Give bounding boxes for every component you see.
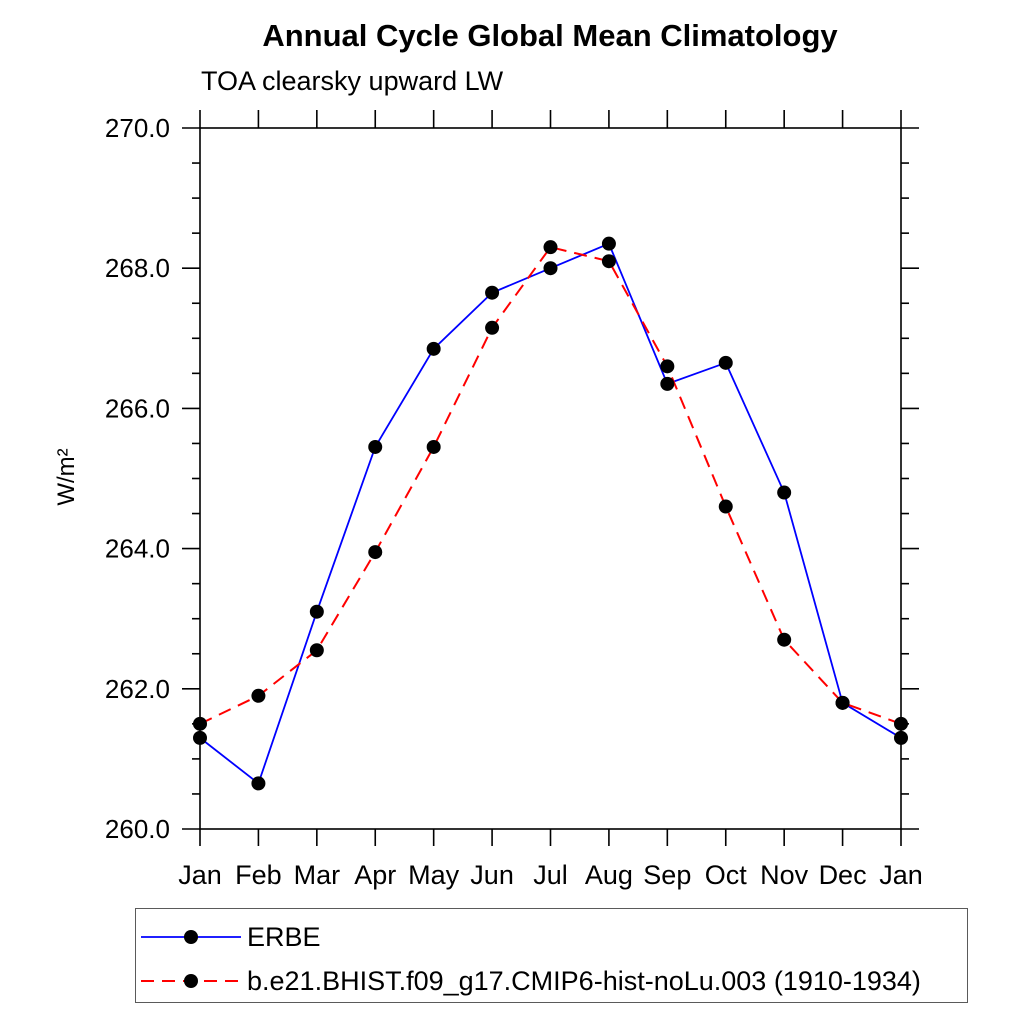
series-markers-0 [193,236,908,791]
x-tick-label: May [408,860,460,890]
x-tick-label: Jan [178,860,222,890]
x-tick-labels: Jan Feb Mar Apr May Jun Jul Aug Sep Oct Nov Dec Jan [178,860,923,890]
y-tick-label: 270.0 [105,113,170,143]
x-tick-label: Jun [470,860,514,890]
y-tick-label: 262.0 [105,674,170,704]
legend-label-erbe: ERBE [247,921,321,952]
legend-label-model: b.e21.BHIST.f09_g17.CMIP6-hist-noLu.003 … [247,965,921,996]
y-tick-label: 264.0 [105,534,170,564]
legend-sample-erbe-line [141,930,241,944]
y-tick-labels: 260.0 262.0 264.0 266.0 268.0 270.0 [105,113,170,844]
x-tick-label: Nov [760,860,809,890]
plot-frame [199,127,902,830]
y-tick-label: 268.0 [105,253,170,283]
y-tick-label: 266.0 [105,393,170,423]
y-tick-label: 260.0 [105,814,170,844]
x-tick-label: Jan [879,860,923,890]
legend-box: ERBE b.e21.BHIST.f09_g17.CMIP6-hist-noLu… [135,908,968,1003]
series-line-0 [199,242,902,785]
series-markers-1 [193,240,908,731]
legend-sample-model-line [141,974,241,988]
legend-row-model: b.e21.BHIST.f09_g17.CMIP6-hist-noLu.003 … [139,959,967,1003]
x-tick-label: Feb [235,860,282,890]
x-tick-label: Oct [705,860,748,890]
x-tick-label: Jul [533,860,568,890]
chart-title: Annual Cycle Global Mean Climatology [262,18,838,53]
x-tick-label: Sep [643,860,691,890]
series-line-1 [199,246,902,725]
x-tick-label: Mar [294,860,341,890]
legend-row-erbe: ERBE [139,915,967,959]
x-tick-label: Aug [585,860,633,890]
x-tick-label: Dec [819,860,867,890]
chart-subtitle: TOA clearsky upward LW [201,66,504,96]
x-tick-label: Apr [354,860,396,890]
axis-ticks [182,110,919,846]
